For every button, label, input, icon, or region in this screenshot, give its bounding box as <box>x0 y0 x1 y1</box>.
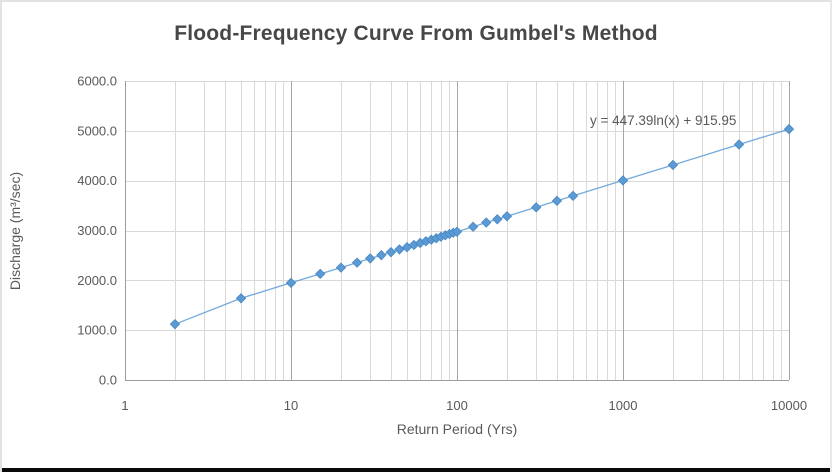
data-point-marker <box>492 214 503 225</box>
data-point-marker <box>567 190 579 202</box>
data-point-marker <box>351 257 363 268</box>
data-point-marker <box>501 211 513 222</box>
data-point-marker <box>617 175 629 186</box>
data-point-marker <box>235 293 247 304</box>
data-point-marker <box>531 202 542 213</box>
data-point-marker <box>365 253 376 264</box>
data-point-marker <box>335 262 347 273</box>
data-point-marker <box>451 226 463 237</box>
x-tick-label: 10 <box>284 398 298 413</box>
x-tick-label: 1 <box>121 398 128 413</box>
y-tick-label: 6000.0 <box>77 74 117 89</box>
data-point-marker <box>385 247 397 258</box>
y-tick-label: 1000.0 <box>77 323 117 338</box>
x-axis-title: Return Period (Yrs) <box>396 421 518 437</box>
data-point-marker <box>783 123 795 135</box>
data-point-marker <box>285 277 297 288</box>
y-tick-label: 3000.0 <box>77 223 117 238</box>
data-point-marker <box>315 268 326 280</box>
x-tick-label: 10000 <box>771 398 807 413</box>
data-point-marker <box>467 221 479 232</box>
data-point-marker <box>394 244 405 255</box>
data-point-marker <box>733 139 745 150</box>
y-tick-label: 4000.0 <box>77 173 117 188</box>
trendline-equation-label: y = 447.39ln(x) + 915.95 <box>590 113 737 128</box>
data-point-marker <box>481 217 492 228</box>
data-point-marker <box>667 159 679 171</box>
x-tick-label: 100 <box>446 398 468 413</box>
data-point-marker <box>169 319 181 330</box>
bottom-border-bar <box>2 468 830 472</box>
y-tick-label: 5000.0 <box>77 123 117 138</box>
y-tick-label: 0.0 <box>99 373 117 388</box>
x-tick-label: 1000 <box>609 398 638 413</box>
series-line <box>174 128 790 325</box>
data-point-marker <box>376 250 387 261</box>
y-tick-label: 2000.0 <box>77 273 117 288</box>
data-point-marker <box>551 195 563 207</box>
chart-title: Flood-Frequency Curve From Gumbel's Meth… <box>174 22 658 45</box>
